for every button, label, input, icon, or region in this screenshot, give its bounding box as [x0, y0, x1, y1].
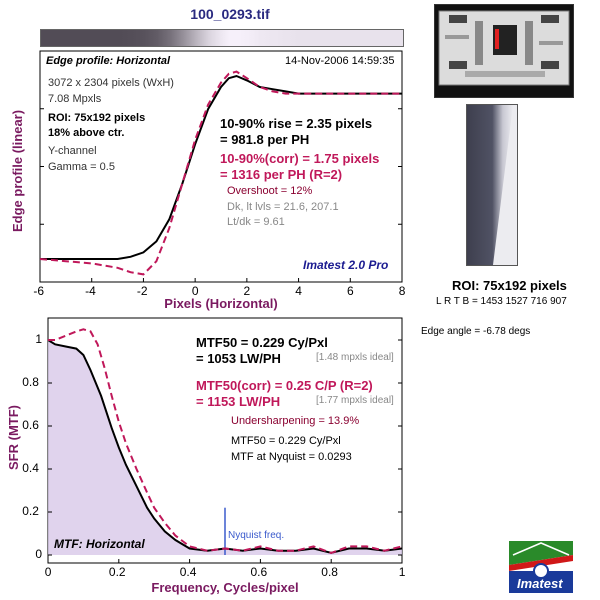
mtf-x-tick-label: 1	[398, 565, 406, 579]
edge-profile-x-tick-label: 4	[295, 284, 302, 298]
edge-profile-x-tick-label: -4	[85, 284, 96, 298]
gamma-line: Gamma = 0.5	[48, 161, 115, 173]
mtf-y-tick-label: 1	[35, 332, 43, 346]
mtf-curves	[47, 328, 403, 563]
edge-profile-x-tick-label: -2	[136, 284, 148, 298]
edge-profile-curves	[39, 70, 403, 282]
timestamp: 14-Nov-2006 14:59:35	[285, 55, 395, 67]
rise-line-2: = 981.8 per PH	[220, 132, 310, 147]
mtf50-corr-line-2: = 1153 LW/PH	[196, 394, 281, 409]
corr-line-1: 10-90%(corr) = 1.75 pixels	[220, 151, 380, 166]
logo-text: Imatest	[517, 576, 563, 591]
edge-profile-gradient-strip	[40, 29, 404, 47]
mtf-y-tick-label: 0.8	[22, 375, 39, 389]
edge-profile-x-tick-label: 0	[191, 284, 199, 298]
edge-profile-plot-area	[39, 50, 403, 283]
edge-profile-x-tick-label: 8	[398, 284, 406, 298]
mtf50-repeat: MTF50 = 0.229 Cy/Pxl	[231, 435, 341, 447]
edge-profile-y-axis-label: Edge profile (linear)	[10, 109, 25, 232]
mtf-y-tick-label: 0.4	[22, 461, 39, 475]
roi-line-2: 18% above ctr.	[48, 127, 125, 139]
mtf-x-tick-label: 0.8	[321, 565, 338, 579]
mtf-corrected-line	[48, 328, 403, 554]
mtf50-line-2: = 1053 LW/PH	[196, 351, 281, 366]
edge-profile-x-tick-label: 2	[243, 284, 251, 298]
ideal-2: [1.77 mpxls ideal]	[316, 395, 394, 406]
brand-label: Imatest 2.0 Pro	[303, 258, 389, 272]
ideal-1: [1.48 mpxls ideal]	[316, 352, 394, 363]
info-line-2: 7.08 Mpxls	[48, 93, 102, 105]
edge-profile-x-tick-label: -6	[33, 284, 45, 298]
nyquist-label: Nyquist freq.	[228, 530, 285, 541]
ratio-stat: Lt/dk = 9.61	[227, 216, 285, 228]
mtf-heading: MTF: Horizontal	[54, 537, 145, 551]
edge-profile-corrected-line	[39, 70, 402, 276]
roi-image	[466, 104, 518, 266]
chart-title: 100_0293.tif	[190, 6, 270, 22]
logo-graphic	[509, 541, 573, 593]
mtf-x-axis-label: Frequency, Cycles/pixel	[151, 580, 299, 595]
mtf50-line-1: MTF50 = 0.229 Cy/Pxl	[196, 335, 328, 350]
mtf-x-tick-label: 0.2	[108, 565, 126, 579]
roi-edge-graphic	[467, 105, 517, 265]
mtf-y-tick-label: 0	[35, 547, 43, 561]
mtf-x-tick-label: 0.4	[179, 565, 197, 579]
corr-line-2: = 1316 per PH (R=2)	[220, 167, 343, 182]
overshoot-stat: Overshoot = 12%	[227, 185, 313, 197]
edge-angle: Edge angle = -6.78 degs	[421, 326, 531, 337]
imatest-logo: Imatest	[509, 541, 573, 593]
mtf-x-tick-label: 0	[44, 565, 52, 579]
mtf-y-tick-label: 0.2	[22, 504, 39, 518]
mtf-nyquist-stat: MTF at Nyquist = 0.0293	[231, 451, 352, 463]
roi-title: ROI: 75x192 pixels	[452, 278, 567, 293]
info-line-1: 3072 x 2304 pixels (WxH)	[48, 77, 174, 89]
mtf-x-tick-label: 0.6	[250, 565, 268, 579]
rise-line-1: 10-90% rise = 2.35 pixels	[220, 116, 373, 131]
edge-profile-heading: Edge profile: Horizontal	[46, 55, 171, 67]
levels-stat: Dk, lt lvls = 21.6, 207.1	[227, 201, 339, 213]
mtf50-corr-line-1: MTF50(corr) = 0.25 C/P (R=2)	[196, 378, 373, 393]
undersharpening-stat: Undersharpening = 13.9%	[231, 415, 360, 427]
test-chart-thumbnail	[434, 4, 574, 98]
edge-profile-x-axis-label: Pixels (Horizontal)	[164, 296, 278, 311]
roi-coordinates: L R T B = 1453 1527 716 907	[436, 296, 567, 307]
channel-line: Y-channel	[48, 145, 97, 157]
thumbnail-graphic	[438, 10, 570, 86]
mtf-y-axis-label: SFR (MTF)	[6, 405, 21, 470]
mtf-y-tick-label: 0.6	[22, 418, 39, 432]
edge-profile-x-tick-label: 6	[346, 284, 354, 298]
roi-line-1: ROI: 75x192 pixels	[48, 112, 146, 124]
mtf-area-fill	[48, 340, 402, 555]
